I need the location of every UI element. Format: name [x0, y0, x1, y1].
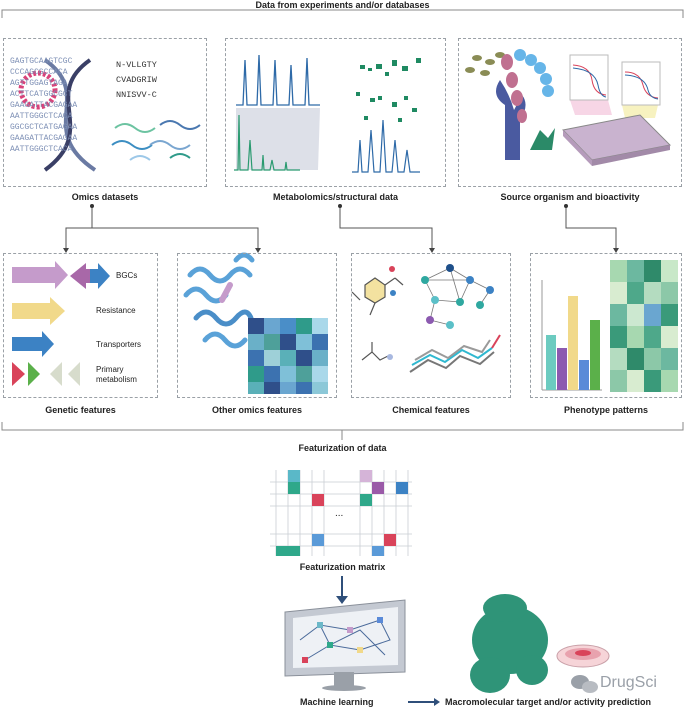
legend-transporters: Transporters	[96, 340, 142, 349]
molecule-2d-icon	[351, 277, 404, 316]
peptide-seq: N-VLLGTY	[116, 60, 157, 70]
uv-spectrum-icon	[352, 119, 420, 173]
omics-panel-label: Omics datasets	[71, 192, 139, 202]
atom-o-icon	[389, 266, 395, 272]
genetic-features-label: Genetic features	[45, 405, 116, 415]
featurization-title: Featurization of data	[298, 443, 387, 453]
nmr-spectrum-icon	[234, 114, 300, 171]
legend-resistance: Resistance	[96, 306, 136, 315]
2d-nmr-plot-icon	[356, 58, 421, 122]
omics-panel	[3, 38, 207, 187]
metabolomics-panel	[225, 38, 446, 187]
phenotype-bar-chart	[541, 280, 602, 391]
bgc-arrow-magenta	[70, 263, 86, 289]
other-omics-label: Other omics features	[211, 405, 303, 415]
genetic-features-panel	[3, 253, 158, 398]
header-title: Data from experiments and/or databases	[255, 0, 430, 10]
dna-seq: GAAGATTACGAGAA	[10, 101, 78, 110]
source-organism-panel-label: Source organism and bioactivity	[500, 192, 640, 202]
dna-sequence-list: GAGTGCAAGTCGC CCCAGCGCCACA AGTTGGAGTAGA …	[10, 56, 77, 155]
legend-primary-metabolism: Primary metabolism	[96, 365, 137, 384]
dose-response-plots-icon	[569, 54, 661, 118]
conformer-overlay-icon	[409, 334, 501, 373]
gene-arrows	[12, 261, 110, 386]
metabolomics-panel-label: Metabolomics/structural data	[272, 192, 399, 202]
protein-structure-icon	[183, 252, 255, 349]
other-omics-panel	[177, 253, 337, 398]
dna-seq: GGCGCTCATGAGAA	[10, 123, 78, 132]
fungi-spores-icon	[465, 52, 505, 76]
dna-seq: GAAGATTACGAGAA	[10, 134, 78, 143]
matrix-ellipsis: ...	[335, 508, 344, 519]
legend-bgcs: BGCs	[116, 271, 138, 280]
well-plate-icon	[562, 114, 672, 166]
plasmid-icon	[18, 70, 58, 110]
prediction-label: Macromolecular target and/or activity pr…	[445, 697, 652, 707]
network-nodes	[302, 617, 383, 663]
featurization-matrix-label: Featurization matrix	[299, 562, 386, 572]
featurization-matrix-cells	[276, 470, 408, 556]
network-graph-icon	[299, 619, 391, 661]
phenotype-panel	[530, 253, 682, 398]
zoom-wedge	[236, 108, 320, 170]
transporter-arrow	[12, 331, 54, 357]
connector-arrowheads	[63, 248, 619, 253]
top-bracket	[1, 9, 684, 18]
chemical-features-panel	[351, 253, 511, 398]
dna-helix-icon	[43, 58, 97, 172]
dna-seq: GAGTGCAAGTCGC	[10, 57, 73, 66]
monitor-icon	[284, 599, 406, 691]
seaweed-icon	[530, 128, 555, 150]
peptide-ribbons-icon	[111, 120, 201, 161]
bgc-arrow-blue	[90, 263, 110, 289]
ms-spectrum-icon	[236, 54, 320, 106]
bacteria-chain-icon	[514, 49, 554, 97]
dna-seq: CCCAGCGCCACA	[10, 68, 68, 77]
petri-dish-icon	[556, 644, 610, 668]
bgc-arrow-purple	[12, 261, 68, 289]
watermark-text: DrugSci	[600, 674, 657, 691]
phenotype-heatmap	[610, 260, 678, 392]
mid-bracket	[1, 422, 684, 431]
dna-seq: ACTTCATGGCGCT	[10, 90, 73, 99]
wechat-logo-icon	[571, 675, 598, 693]
connector-lines	[65, 206, 617, 250]
chemical-features-label: Chemical features	[392, 405, 470, 415]
dna-seq: AGTTGGAGTAGA	[10, 79, 68, 88]
resistance-arrow	[12, 297, 65, 325]
small-molecule-icon	[361, 342, 393, 361]
protein-surface-icon	[470, 594, 548, 693]
machine-learning-label: Machine learning	[300, 697, 374, 707]
heatmap-matrix	[248, 318, 328, 394]
source-organism-panel	[458, 38, 682, 187]
dna-seq: AATTGGGCTCACA	[10, 145, 73, 154]
flower-icon	[501, 54, 527, 123]
dna-seq: AATTGGGCTCACA	[10, 112, 73, 121]
connector-dots	[90, 204, 568, 208]
phenotype-label: Phenotype patterns	[563, 405, 648, 415]
peptide-seq: NNISVV-C	[116, 90, 157, 100]
molecule-graph-nodes	[421, 264, 494, 329]
coral-icon	[496, 80, 526, 160]
peptide-seq: CVADGRIW	[116, 75, 157, 85]
peptide-sequence-list: N-VLLGTY CVADGRIW NNISVV-C	[116, 58, 157, 103]
atom-n-icon	[390, 290, 396, 296]
